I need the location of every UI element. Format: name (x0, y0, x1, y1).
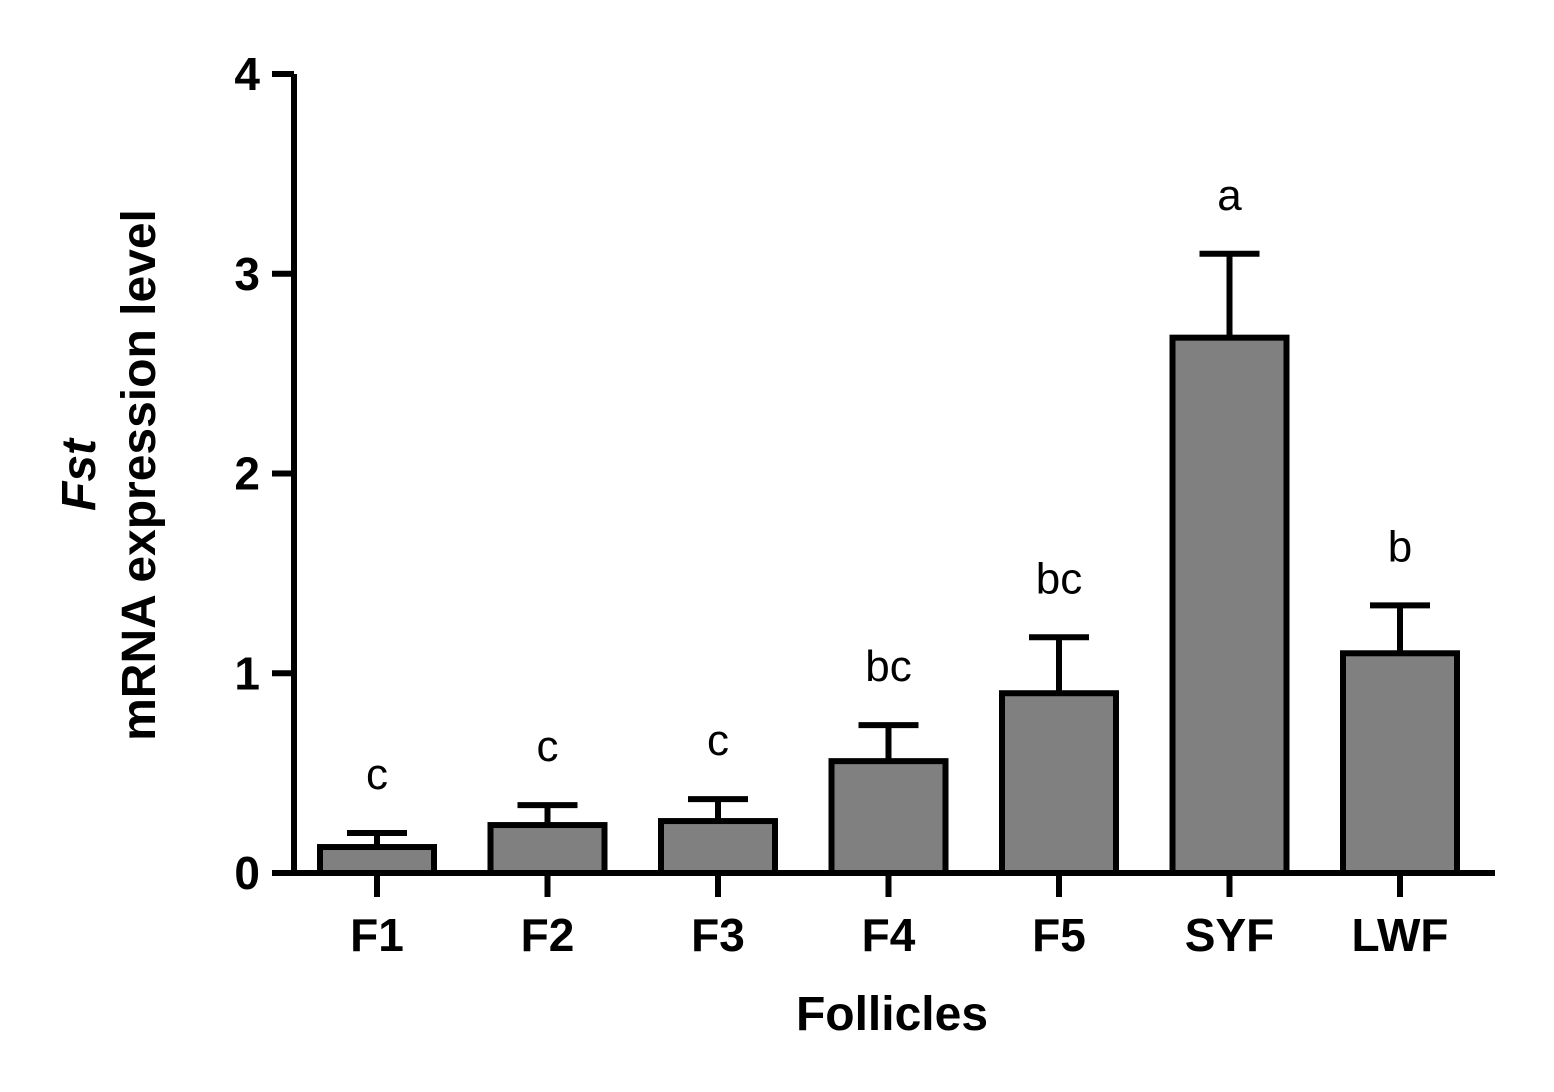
x-tick-label: F1 (350, 909, 404, 961)
bar (487, 822, 608, 876)
labels-layer: c c c bc bc a b (366, 171, 1412, 799)
significance-label: c (537, 722, 559, 771)
x-tick-label: LWF (1351, 909, 1448, 961)
y-tick-label: 2 (234, 448, 260, 500)
significance-label: bc (865, 642, 911, 691)
x-ticks-layer: F1 F2 F3 F4 F5 SYF LWF (350, 873, 1449, 961)
y-tick-label: 3 (234, 248, 260, 300)
x-tick-label: F4 (862, 909, 916, 961)
x-axis-title: Follicles (796, 988, 988, 1041)
x-tick-label: F2 (521, 909, 575, 961)
y-axis-title: mRNA expression level (113, 209, 166, 741)
y-tick-label: 1 (234, 647, 260, 699)
y-ticks-layer: 0 1 2 3 4 (234, 48, 294, 899)
significance-label: b (1388, 522, 1412, 571)
bar (317, 844, 437, 876)
bar (658, 818, 778, 877)
significance-label: c (366, 750, 388, 799)
bar (999, 690, 1119, 876)
x-tick-label: SYF (1185, 909, 1274, 961)
bar (1169, 334, 1290, 877)
x-tick-label: F3 (691, 909, 745, 961)
bar (828, 758, 949, 877)
bar (1340, 650, 1460, 877)
x-tick-label: F5 (1032, 909, 1086, 961)
y-axis-title-gene: Fst (53, 437, 106, 511)
y-tick-label: 4 (234, 48, 260, 100)
significance-label: a (1217, 171, 1242, 220)
y-tick-label: 0 (234, 847, 260, 899)
significance-label: c (707, 716, 729, 765)
bars-layer (317, 250, 1460, 877)
axes-layer (291, 74, 1495, 876)
significance-label: bc (1036, 554, 1082, 603)
y-axis-title-group: Fst mRNA expression level (53, 209, 166, 741)
